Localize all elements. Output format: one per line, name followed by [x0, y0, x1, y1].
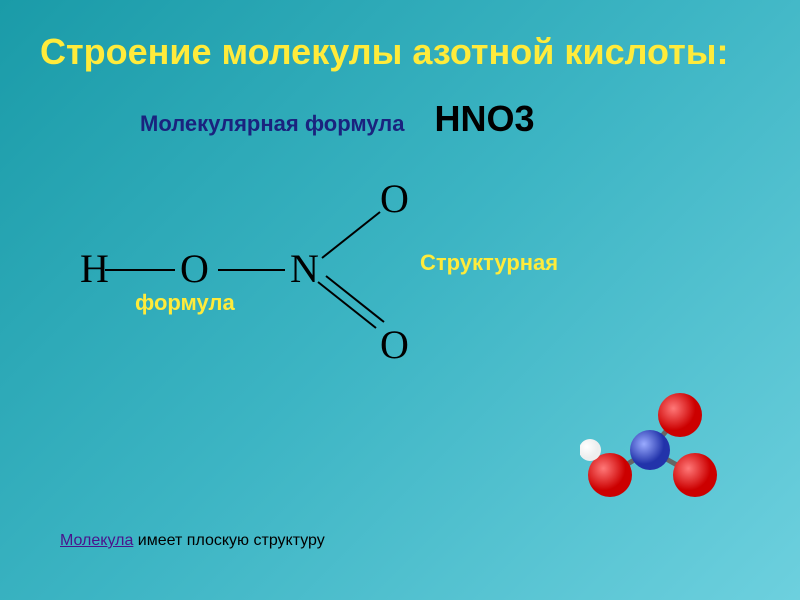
atom3d-h: [580, 439, 601, 461]
atom3d-o-top: [658, 393, 702, 437]
bond-n-o-bottom-2: [326, 276, 384, 322]
atom-h: H: [80, 246, 109, 291]
molecular-formula-value: HNO3: [435, 98, 535, 140]
footer-rest: имеет плоскую структуру: [133, 532, 324, 549]
footer-text: Молекула имеет плоскую структуру: [60, 532, 325, 550]
structural-label-part2: формула: [135, 290, 235, 316]
footer-link: Молекула: [60, 532, 133, 549]
bond-n-o-bottom-1: [318, 282, 376, 328]
molecular-formula-row: Молекулярная формула HNO3: [140, 98, 800, 140]
structural-label-part1: Структурная: [420, 250, 558, 276]
atom-o2: O: [380, 176, 409, 221]
bond-n-o-top: [322, 212, 380, 258]
slide-title: Строение молекулы азотной кислоты:: [0, 0, 800, 83]
atom-o1: O: [180, 246, 209, 291]
atom-n: N: [290, 246, 319, 291]
molecular-formula-label: Молекулярная формула: [140, 111, 405, 137]
atom3d-o-right: [673, 453, 717, 497]
structural-formula-diagram: H O N O O: [60, 160, 440, 390]
structural-formula-area: H O N O O Структурная формула: [0, 160, 800, 410]
title-text: Строение молекулы азотной кислоты:: [40, 31, 728, 72]
molecule-3d-model: [580, 390, 720, 500]
atom-o3: O: [380, 322, 409, 367]
atom3d-n: [630, 430, 670, 470]
